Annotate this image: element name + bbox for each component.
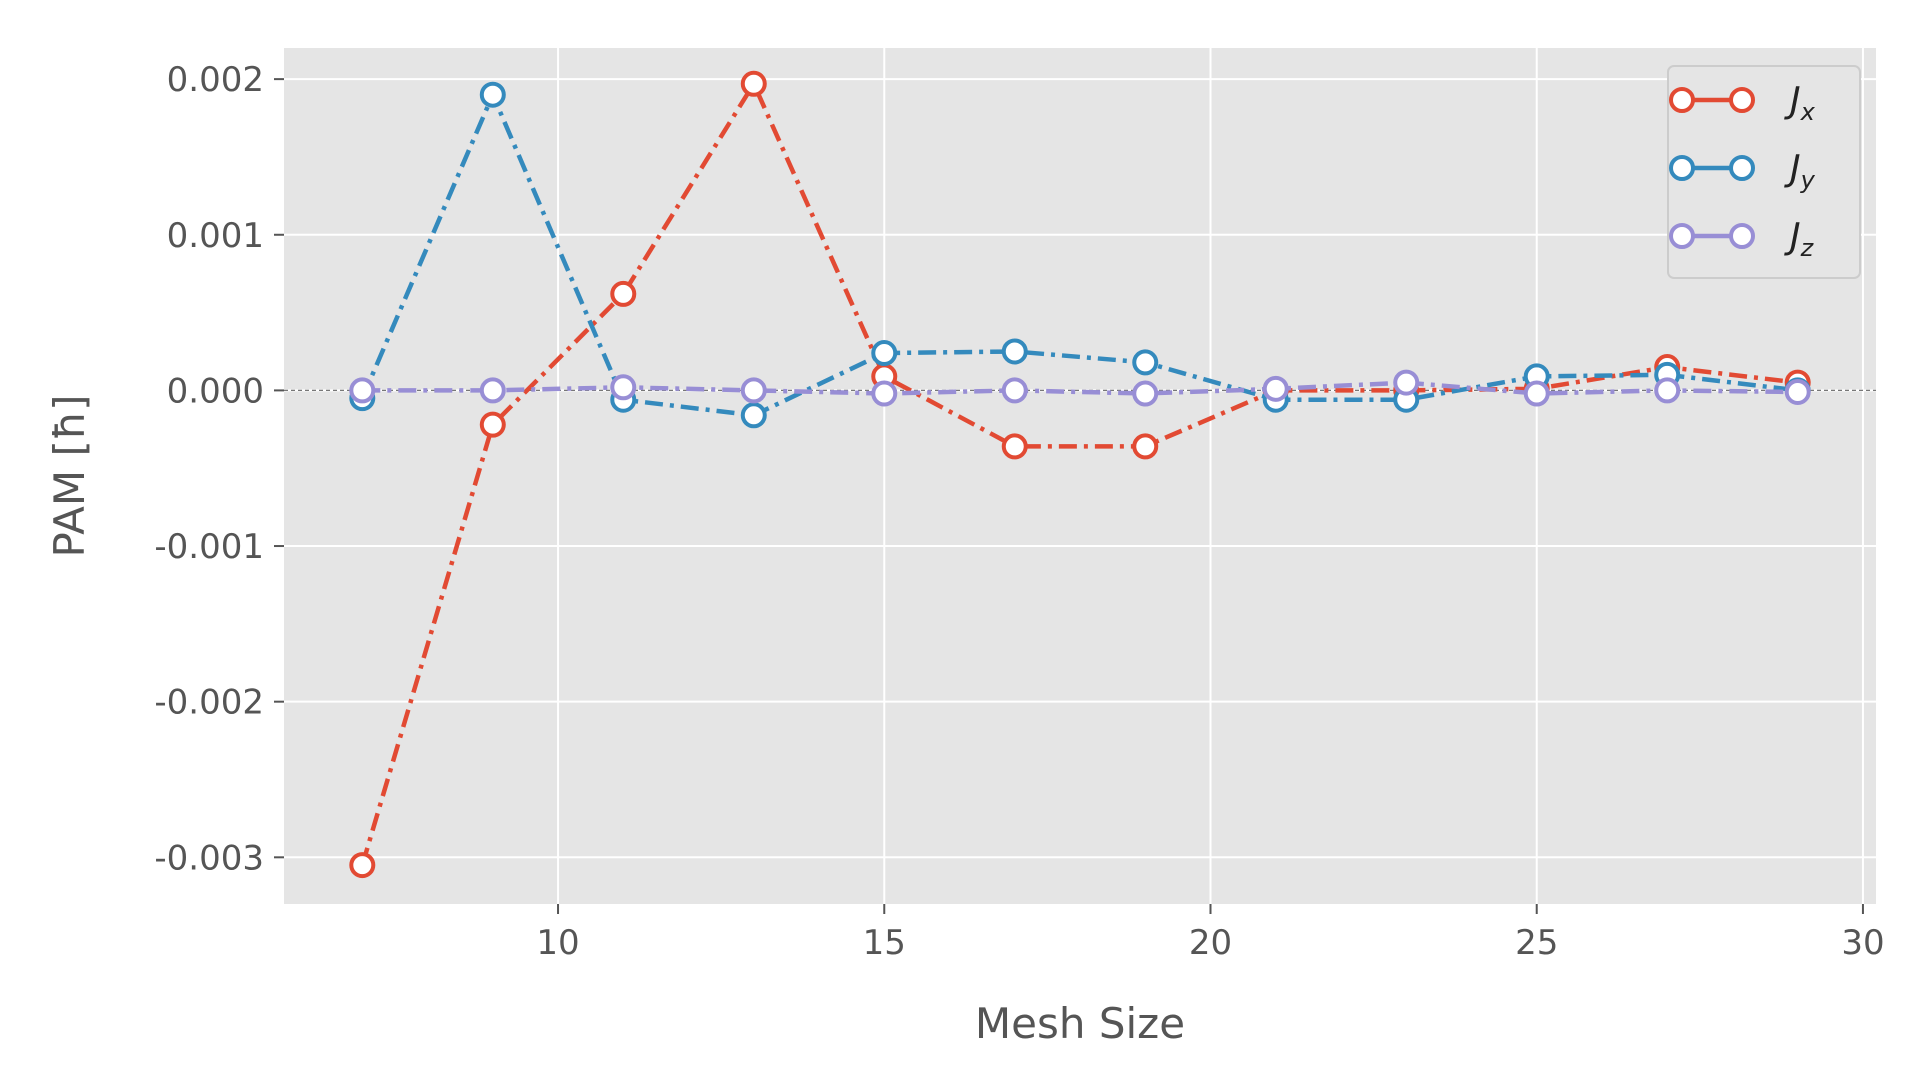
y-tick-label: 0.000 bbox=[167, 371, 264, 411]
data-point-x bbox=[740, 70, 767, 97]
data-point-x bbox=[349, 852, 376, 879]
x-tick-label: 15 bbox=[863, 923, 906, 963]
y-tick-label: -0.003 bbox=[154, 838, 264, 878]
data-point-z bbox=[1262, 375, 1289, 402]
y-axis-ticks: -0.003 -0.002 -0.001 0.000 0.001 0.002 bbox=[154, 60, 284, 878]
data-point-x bbox=[479, 411, 506, 438]
data-point-z bbox=[1393, 369, 1420, 396]
plot-background bbox=[284, 48, 1876, 904]
data-point-x bbox=[610, 280, 637, 307]
legend-marker-y bbox=[1729, 155, 1755, 181]
data-point-y bbox=[479, 81, 506, 108]
y-tick-label: 0.001 bbox=[167, 216, 264, 256]
legend-marker-y bbox=[1669, 155, 1695, 181]
data-point-z bbox=[610, 374, 637, 401]
data-point-z bbox=[1784, 378, 1811, 405]
x-axis-label: Mesh Size bbox=[975, 999, 1185, 1048]
series-line-y bbox=[360, 92, 1798, 418]
y-axis-label: PAM [ħ] bbox=[45, 395, 94, 558]
data-point-y bbox=[1001, 338, 1028, 365]
x-tick-label: 30 bbox=[1841, 923, 1884, 963]
data-point-y bbox=[871, 340, 898, 367]
x-tick-label: 25 bbox=[1515, 923, 1558, 963]
data-point-z bbox=[1132, 380, 1159, 407]
y-tick-label: -0.001 bbox=[154, 527, 264, 567]
data-point-z bbox=[740, 377, 767, 404]
data-point-z bbox=[1654, 377, 1681, 404]
y-tick-label: 0.002 bbox=[167, 60, 264, 100]
legend-box bbox=[1667, 65, 1861, 279]
data-point-z bbox=[349, 377, 376, 404]
data-point-z bbox=[1523, 380, 1550, 407]
data-point-y bbox=[740, 402, 767, 429]
x-tick-label: 10 bbox=[536, 923, 579, 963]
legend-marker-x bbox=[1729, 87, 1755, 113]
series-layer bbox=[349, 70, 1811, 879]
data-point-x bbox=[1132, 433, 1159, 460]
x-axis-ticks: 10 15 20 25 30 bbox=[536, 904, 1885, 963]
data-point-y bbox=[1132, 349, 1159, 376]
data-point-x bbox=[1001, 433, 1028, 460]
x-tick-label: 20 bbox=[1189, 923, 1232, 963]
legend-marker-x bbox=[1669, 87, 1695, 113]
legend-marker-z bbox=[1669, 223, 1695, 249]
data-point-z bbox=[871, 380, 898, 407]
data-point-z bbox=[1001, 377, 1028, 404]
data-point-z bbox=[479, 377, 506, 404]
series-line-z bbox=[362, 380, 1798, 396]
series-line-x bbox=[360, 81, 1798, 866]
legend-marker-z bbox=[1729, 223, 1755, 249]
y-tick-label: -0.002 bbox=[154, 683, 264, 723]
